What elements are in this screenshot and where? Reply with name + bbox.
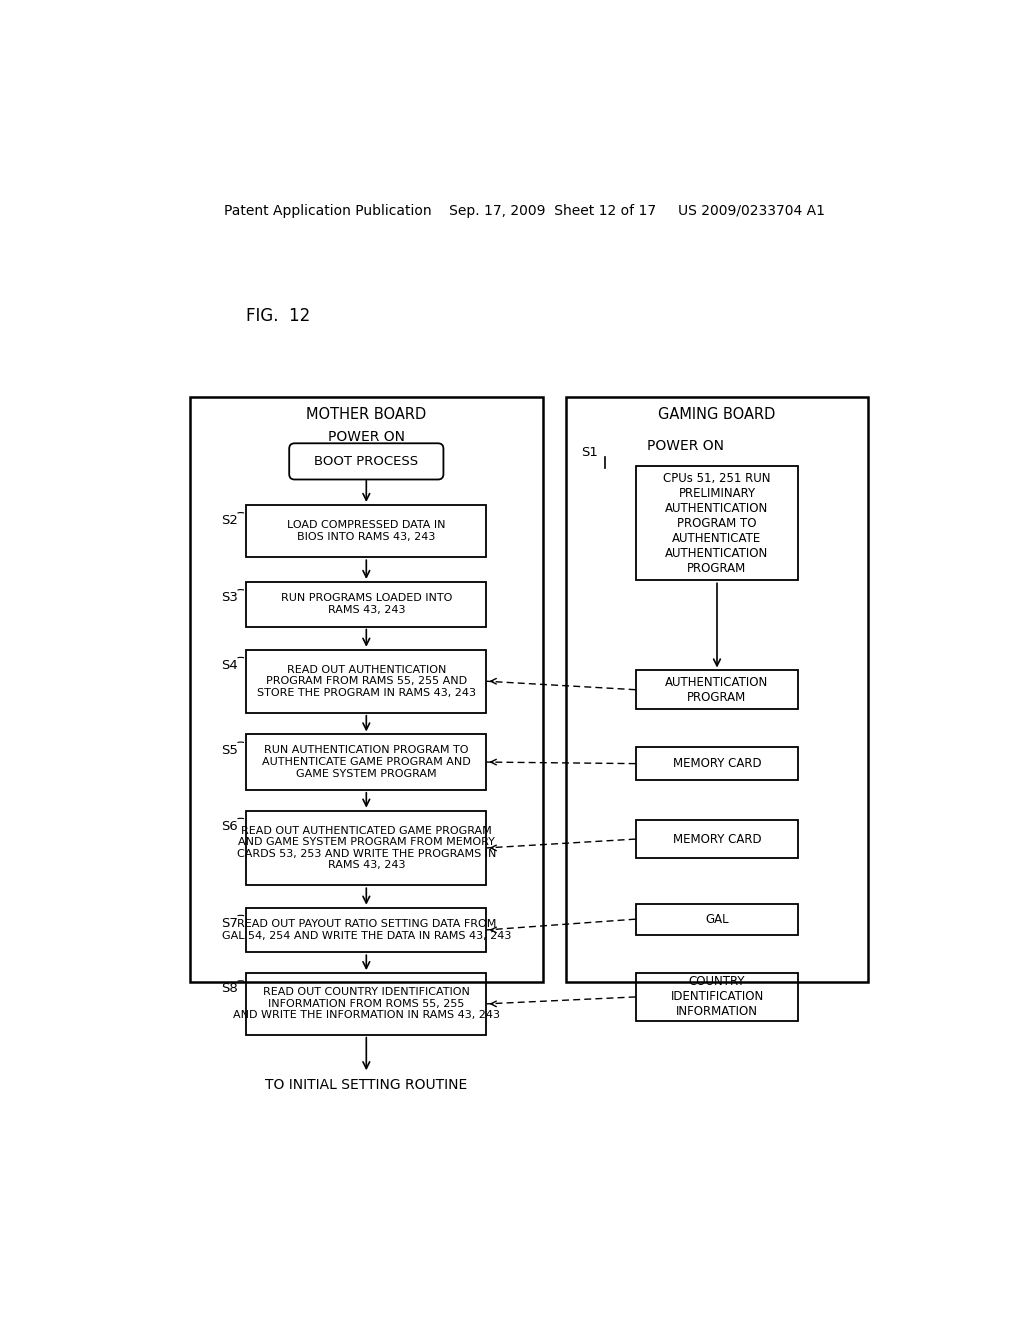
Text: RUN PROGRAMS LOADED INTO
RAMS 43, 243: RUN PROGRAMS LOADED INTO RAMS 43, 243 [281, 594, 452, 615]
Text: POWER ON: POWER ON [328, 430, 404, 444]
Bar [636, 820, 799, 858]
Bar [636, 973, 799, 1020]
Text: S6: S6 [221, 820, 238, 833]
Bar [246, 506, 486, 557]
Text: S7: S7 [221, 917, 238, 929]
Bar [636, 671, 799, 709]
Text: CPUs 51, 251 RUN
PRELIMINARY
AUTHENTICATION
PROGRAM TO
AUTHENTICATE
AUTHENTICATI: CPUs 51, 251 RUN PRELIMINARY AUTHENTICAT… [664, 471, 771, 576]
Bar [636, 747, 799, 780]
Text: RUN AUTHENTICATION PROGRAM TO
AUTHENTICATE GAME PROGRAM AND
GAME SYSTEM PROGRAM: RUN AUTHENTICATION PROGRAM TO AUTHENTICA… [262, 746, 471, 779]
Text: READ OUT AUTHENTICATED GAME PROGRAM
AND GAME SYSTEM PROGRAM FROM MEMORY
CARDS 53: READ OUT AUTHENTICATED GAME PROGRAM AND … [237, 825, 496, 870]
Bar [246, 734, 486, 789]
Bar [246, 973, 486, 1035]
Text: MEMORY CARD: MEMORY CARD [673, 758, 761, 770]
Text: S1: S1 [582, 446, 598, 459]
Text: READ OUT PAYOUT RATIO SETTING DATA FROM
GAL 54, 254 AND WRITE THE DATA IN RAMS 4: READ OUT PAYOUT RATIO SETTING DATA FROM … [221, 919, 511, 941]
Text: COUNTRY
IDENTIFICATION
INFORMATION: COUNTRY IDENTIFICATION INFORMATION [671, 975, 764, 1019]
Bar [246, 582, 486, 627]
Text: GAL: GAL [706, 912, 729, 925]
Text: LOAD COMPRESSED DATA IN
BIOS INTO RAMS 43, 243: LOAD COMPRESSED DATA IN BIOS INTO RAMS 4… [287, 520, 445, 543]
Text: GAMING BOARD: GAMING BOARD [658, 407, 776, 421]
Text: S5: S5 [221, 743, 238, 756]
Text: S2: S2 [221, 515, 238, 527]
Bar [636, 466, 799, 581]
Text: MEMORY CARD: MEMORY CARD [673, 833, 761, 846]
Bar [246, 810, 486, 886]
Bar [566, 397, 868, 982]
Text: AUTHENTICATION
PROGRAM: AUTHENTICATION PROGRAM [666, 676, 769, 704]
Text: MOTHER BOARD: MOTHER BOARD [306, 407, 426, 421]
Bar [190, 397, 543, 982]
Text: READ OUT COUNTRY IDENTIFICATION
INFORMATION FROM ROMS 55, 255
AND WRITE THE INFO: READ OUT COUNTRY IDENTIFICATION INFORMAT… [232, 987, 500, 1020]
Text: S4: S4 [221, 659, 238, 672]
Text: READ OUT AUTHENTICATION
PROGRAM FROM RAMS 55, 255 AND
STORE THE PROGRAM IN RAMS : READ OUT AUTHENTICATION PROGRAM FROM RAM… [257, 665, 476, 698]
Text: S8: S8 [221, 982, 238, 995]
Text: POWER ON: POWER ON [647, 440, 724, 453]
Text: S3: S3 [221, 591, 238, 605]
Bar [246, 649, 486, 713]
Text: Patent Application Publication    Sep. 17, 2009  Sheet 12 of 17     US 2009/0233: Patent Application Publication Sep. 17, … [224, 203, 825, 218]
Bar [636, 904, 799, 935]
Text: FIG.  12: FIG. 12 [246, 308, 310, 325]
Text: BOOT PROCESS: BOOT PROCESS [314, 455, 419, 467]
Bar [246, 908, 486, 952]
Text: TO INITIAL SETTING ROUTINE: TO INITIAL SETTING ROUTINE [265, 1077, 467, 1092]
